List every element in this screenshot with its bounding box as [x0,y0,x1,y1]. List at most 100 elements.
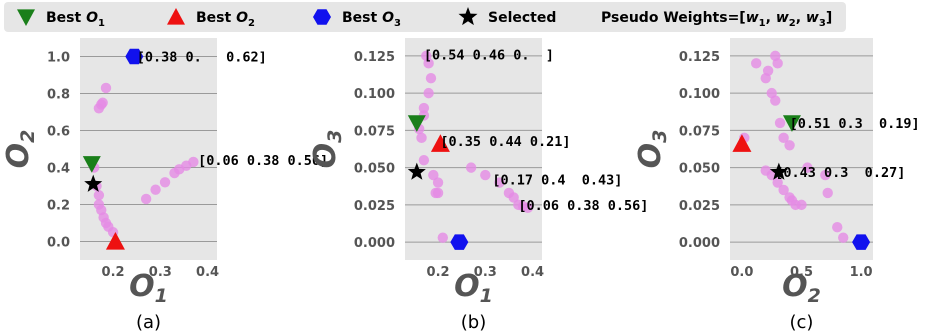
legend-bar: Best O1 Best O2 Best O3 Selected Pseudo Weig… [4,2,846,32]
chart-panel: 0.0 0.2 0.4 0.6 0.8 1.0 0.2 0.3 0.4 [0.38 0. 0.62… [1,38,328,333]
data-point [437,232,448,243]
data-point [465,162,477,173]
annotation-label: [0.51 0.3 0.19] [790,116,920,132]
y-tick-label: 0.125 [679,50,720,65]
data-point [762,65,774,76]
data-point [188,156,199,168]
best-o1-marker [82,156,101,173]
best-o3-marker [125,48,144,65]
x-tick-label: 0.4 [521,265,544,280]
data-point [423,87,434,99]
y-tick-label: 0.4 [47,162,70,177]
panel-label: (b) [461,312,486,333]
data-point [425,73,437,84]
best-o2-marker [732,134,752,152]
legend-label: Best O1 [46,10,105,29]
data-point [751,58,762,69]
legend-label: Best O3 [342,10,401,29]
y-tick-label: 0.0 [47,236,70,251]
plot-area [730,38,873,260]
data-point [418,102,430,114]
panel-label: (a) [136,312,161,333]
annotation-label: [0.43 0.3 0.27] [775,165,905,181]
data-point [97,97,108,108]
best-o1-marker [782,115,801,132]
annotation-label: [0.35 0.44 0.21] [440,134,570,150]
data-point [772,177,783,188]
data-point [772,58,783,69]
legend-item: Best O1 [17,9,105,29]
data-point [522,202,534,214]
annotation-label: [0.38 0. 0.62] [137,50,267,66]
y-tick-label: 0.075 [679,124,720,139]
x-tick-label: 0.4 [196,265,219,280]
data-point [159,177,171,188]
y-tick-label: 0.8 [47,88,70,103]
y-tick-label: 0.6 [47,125,70,140]
x-tick-label: 0.3 [474,265,497,280]
data-point [774,117,786,129]
legend-item: Pseudo Weights=[w1, w2, w3] [601,10,832,29]
y-tick-label: 0.025 [679,199,720,214]
y-axis-title: O2 [1,130,39,169]
best-o2-marker [430,134,450,152]
triangle-marker-icon [167,8,185,25]
data-point [432,187,444,199]
chart-panel: 0.000 0.025 0.050 0.075 0.100 0.125 0.2 0.3 0.4 [… [308,38,648,333]
y-tick-label: 0.050 [679,162,720,177]
legend-label: Selected [488,10,556,26]
best-o3-marker [450,234,469,250]
annotation-label: [0.17 0.4 0.43] [492,173,622,189]
data-point [480,169,491,181]
legend-item: Best O2 [167,8,255,29]
annotation-label: [0.54 0.46 0. ] [424,47,554,63]
annotation-label: [0.06 0.38 0.56] [198,153,328,169]
data-point [778,184,789,196]
triangle-marker-icon [17,9,35,26]
data-point [416,132,427,144]
y-axis-title: O3 [308,130,346,169]
data-point [93,190,105,201]
y-tick-label: 0.000 [354,236,395,251]
y-tick-label: 0.000 [679,236,720,251]
star-marker-icon [458,7,478,26]
data-point [778,132,789,144]
y-tick-label: 1.0 [47,51,70,66]
legend-item: Selected [458,7,556,26]
y-tick-label: 0.100 [354,87,395,102]
hexagon-marker-icon [313,9,331,25]
selected-marker [769,162,788,180]
best-o3-marker [852,234,871,250]
data-point [784,140,795,151]
best-o1-marker [407,115,426,132]
x-axis-title: O1 [454,269,493,307]
data-point [838,232,849,243]
y-tick-label: 0.125 [354,50,395,65]
data-point [100,82,112,94]
x-tick-label: 1.0 [850,265,873,280]
data-point [494,177,505,188]
plot-area [80,38,217,260]
selected-marker [407,162,426,180]
data-point [796,199,807,211]
data-point [428,169,439,181]
panel-label: (c) [790,312,814,333]
legend-weights-label: Pseudo Weights=[w1, w2, w3] [601,10,832,29]
chart-panel: 0.000 0.025 0.050 0.075 0.100 0.125 0.0 0.5 1.0 [… [633,38,920,333]
legend-item: Best O3 [313,9,401,29]
legend-label: Best O2 [196,10,255,29]
best-o2-marker [105,232,125,250]
x-tick-label: 0.5 [790,265,813,280]
x-axis-title: O1 [129,269,168,307]
y-axis-title: O3 [633,130,671,169]
data-point [820,169,831,181]
data-point [140,193,152,205]
data-point [770,95,781,106]
legend-content: Best O1 Best O2 Best O3 Selected Pseudo Weig… [17,7,832,29]
x-tick-label: 0.2 [102,265,125,280]
data-point [508,192,519,203]
y-tick-label: 0.075 [354,124,395,139]
annotation-label: [0.06 0.38 0.56] [518,198,648,214]
data-point [423,58,434,69]
